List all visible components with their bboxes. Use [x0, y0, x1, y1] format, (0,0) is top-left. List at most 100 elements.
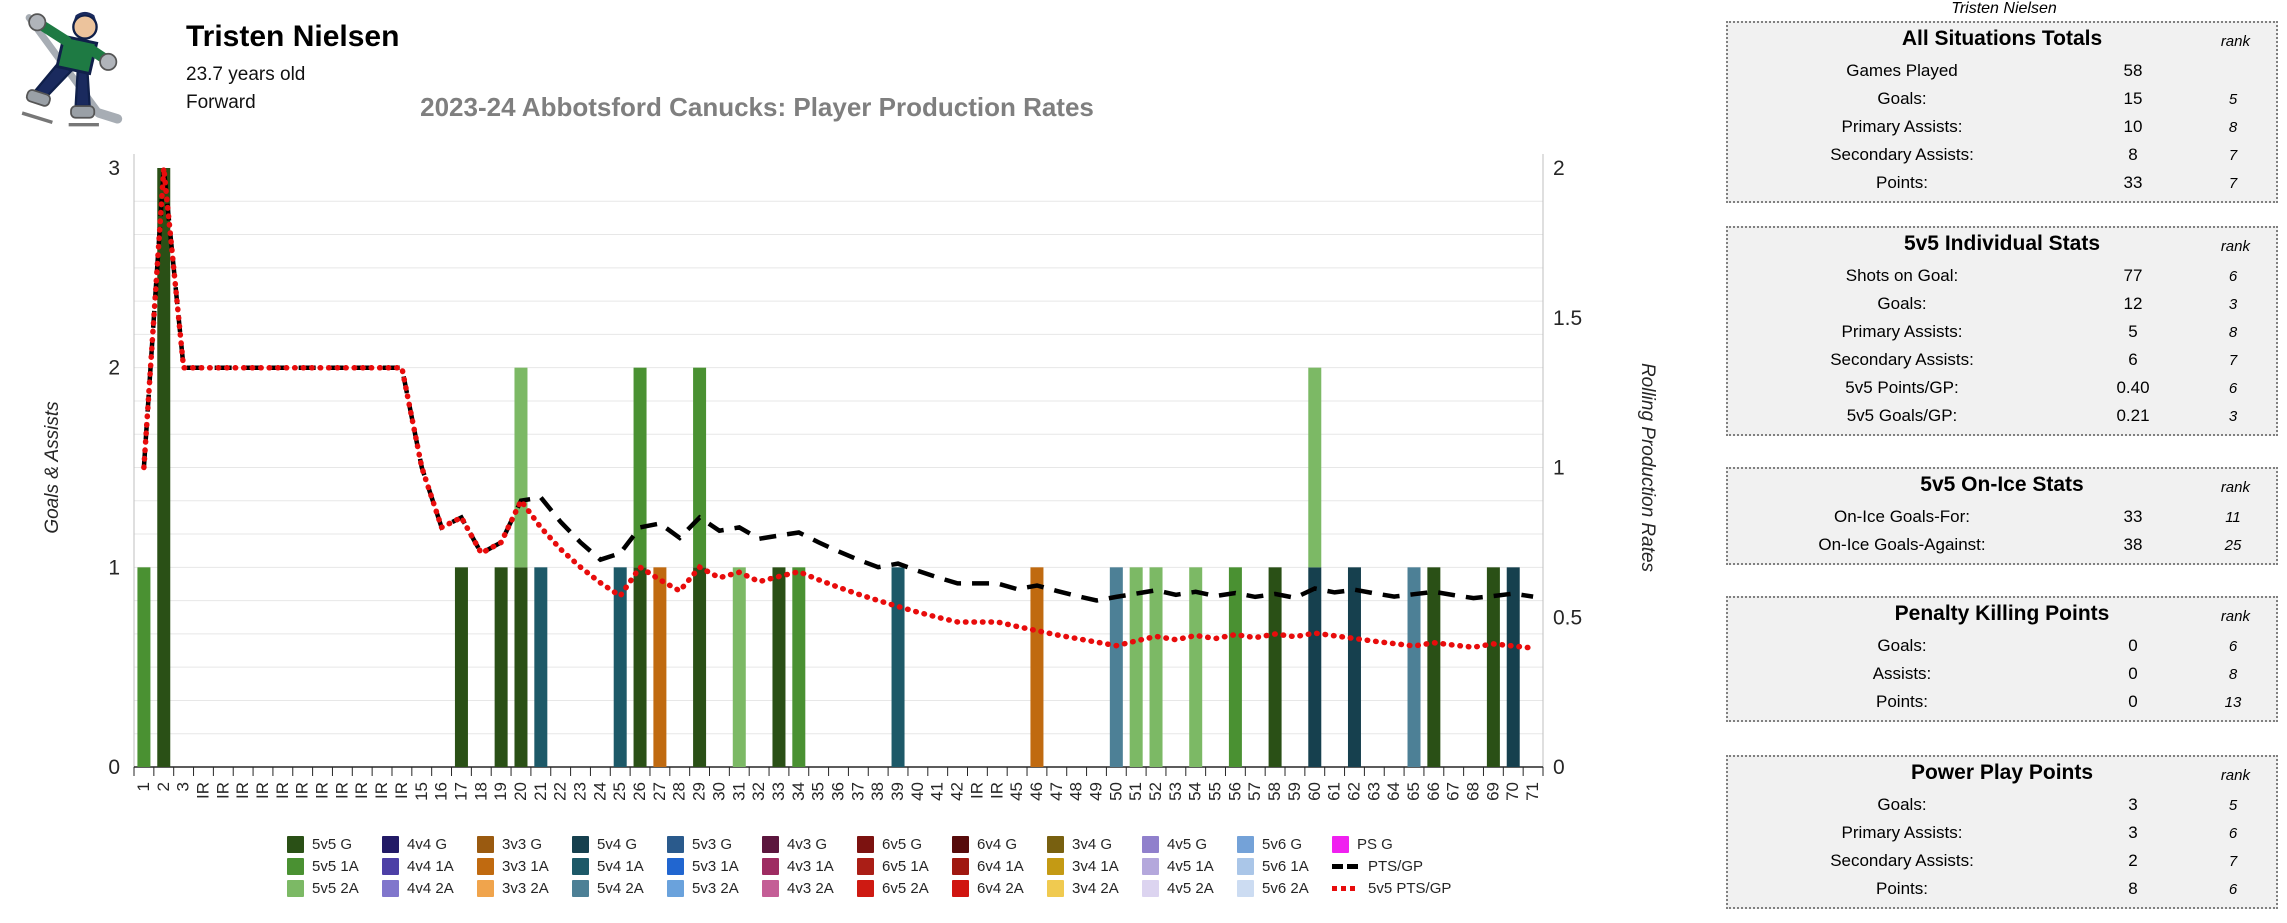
legend-label: 6v5 2A	[882, 879, 929, 897]
x-tick-label: 47	[1047, 782, 1066, 801]
legend-item: 3v3 1A	[477, 855, 572, 877]
legend-item: 5v5 1A	[287, 855, 382, 877]
stat-row: Points: 8 6	[1736, 875, 2268, 903]
x-tick-label: 60	[1305, 782, 1324, 801]
x-tick-label: 33	[769, 782, 788, 801]
legend-item: PS G	[1332, 833, 1462, 855]
series-line-PTS-GP	[141, 167, 1534, 603]
legend-swatch-icon	[1142, 879, 1159, 897]
legend-swatch-icon	[667, 857, 684, 875]
legend-item: 4v5 G	[1142, 833, 1237, 855]
x-tick-label: 63	[1364, 782, 1383, 801]
x-tick-label: 38	[868, 782, 887, 801]
x-tick-label: 16	[432, 782, 451, 801]
legend-swatch-icon	[667, 835, 684, 853]
stat-rank: 5	[2228, 796, 2238, 814]
bar-segment-5v4-G	[1506, 567, 1520, 767]
bar-segment-5v4-2A	[1109, 567, 1123, 767]
legend-label: 4v5 G	[1167, 835, 1208, 853]
legend-label: 3v4 1A	[1072, 857, 1119, 875]
legend-label: 3v4 2A	[1072, 879, 1119, 897]
legend-label: 6v4 2A	[977, 879, 1024, 897]
bar-segment-5v5-G	[633, 567, 647, 767]
bar-segment-5v5-1A	[792, 567, 806, 767]
legend-label: 4v4 2A	[407, 879, 454, 897]
legend-swatch-icon	[477, 835, 494, 853]
stat-row: On-Ice Goals-For: 33 11	[1736, 503, 2268, 531]
stat-rank: 3	[2228, 407, 2238, 425]
legend-item: 6v5 2A	[857, 877, 952, 899]
x-tick-label: 30	[709, 782, 728, 801]
x-tick-label: 31	[729, 782, 748, 801]
legend-item: 5v6 G	[1237, 833, 1332, 855]
legend-item: 6v5 1A	[857, 855, 952, 877]
legend-swatch-icon	[477, 857, 494, 875]
x-tick-label: 61	[1325, 782, 1344, 801]
x-tick-label: 29	[690, 782, 709, 801]
legend-label: 6v4 G	[977, 835, 1018, 853]
x-tick-label: 54	[1186, 782, 1205, 801]
dotted-line-icon	[1332, 880, 1362, 897]
legend-label: 5v5 G	[312, 835, 353, 853]
right-axis-title: Rolling Production Rates	[1637, 363, 1658, 573]
rank-column-label: rank	[2220, 767, 2250, 784]
legend-item: 4v5 1A	[1142, 855, 1237, 877]
bar-segment-5v5-1A	[137, 567, 151, 767]
legend-swatch-icon	[667, 879, 684, 897]
bar-segment-5v4-1A	[534, 567, 548, 767]
stat-rank: 8	[2228, 323, 2238, 341]
stat-row: Primary Assists: 3 6	[1736, 819, 2268, 847]
bar-segment-5v5-1A	[693, 367, 707, 568]
x-tick-label: 45	[1007, 782, 1026, 801]
stat-row: Goals: 0 6	[1736, 632, 2268, 660]
legend-swatch-icon	[287, 879, 304, 897]
stat-label: Games Played	[1846, 61, 1958, 80]
x-tick-label: IR	[392, 782, 411, 799]
legend-swatch-icon	[1237, 879, 1254, 897]
x-tick-label: IR	[293, 782, 312, 799]
legend-item: 3v4 2A	[1047, 877, 1142, 899]
x-tick-label: 65	[1404, 782, 1423, 801]
legend-item: 5v3 2A	[667, 877, 762, 899]
stat-rank: 7	[2228, 174, 2238, 192]
legend-label: 4v3 1A	[787, 857, 834, 875]
y-tick-label-right: 0	[1553, 756, 1565, 779]
legend-label: 3v3 2A	[502, 879, 549, 897]
x-tick-label: 57	[1245, 782, 1264, 801]
stat-label: Points:	[1876, 879, 1928, 898]
x-tick-label: 35	[809, 782, 828, 801]
stat-row: Points: 33 7	[1736, 169, 2268, 197]
legend-label: 5v4 2A	[597, 879, 644, 897]
x-tick-label: 3	[174, 782, 193, 791]
rank-column-label: rank	[2220, 238, 2250, 255]
rank-column-label: rank	[2220, 479, 2250, 496]
stat-tables: Tristen Nielsen All Situations Totals ra…	[1726, 0, 2282, 923]
legend-swatch-icon	[857, 835, 874, 853]
stat-value: 0	[2128, 664, 2138, 683]
legend-swatch-icon	[1047, 879, 1064, 897]
x-tick-label: 64	[1384, 782, 1403, 801]
player-age: 23.7 years old	[186, 64, 306, 85]
bar-segment-5v5-G	[693, 567, 707, 767]
stat-label: Goals:	[1877, 89, 1927, 108]
bar-segment-5v5-G	[157, 168, 171, 767]
stat-row: Goals: 12 3	[1736, 290, 2268, 318]
legend-swatch-icon	[1142, 835, 1159, 853]
stat-row: Secondary Assists: 8 7	[1736, 141, 2268, 169]
legend-item: 6v4 G	[952, 833, 1047, 855]
y-tick-label-left: 0	[108, 756, 120, 779]
stat-rank: 6	[2228, 637, 2238, 655]
x-tick-label: IR	[253, 782, 272, 799]
stat-rank: 5	[2228, 90, 2238, 108]
bar-segment-5v5-G	[1486, 567, 1500, 767]
bar-segment-5v5-G	[494, 567, 508, 767]
bar-segment-5v5-2A	[1189, 567, 1203, 767]
table-power-play-points: Power Play Points rank Goals: 3 5 Primary A…	[1726, 755, 2278, 909]
legend-item: 5v4 G	[572, 833, 667, 855]
x-tick-label: 27	[650, 782, 669, 801]
player-name: Tristen Nielsen	[186, 20, 400, 53]
legend-item: 3v4 1A	[1047, 855, 1142, 877]
x-tick-label: 15	[412, 782, 431, 801]
bar-segment-5v5-G	[772, 567, 786, 767]
legend-label: 5v4 1A	[597, 857, 644, 875]
